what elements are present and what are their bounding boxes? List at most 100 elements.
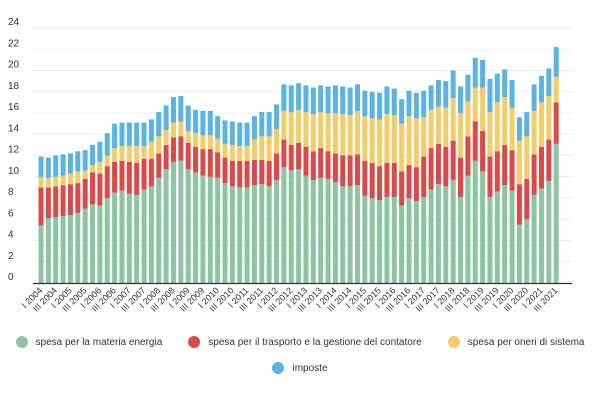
bar-segment-series-3 bbox=[288, 85, 294, 112]
bar-segment-series-3 bbox=[67, 153, 73, 174]
bar-segment-series-2 bbox=[391, 115, 397, 163]
legend-swatch-energia bbox=[15, 336, 28, 348]
bar-segment-series-1 bbox=[406, 165, 412, 198]
bar-segment-series-1 bbox=[288, 144, 294, 171]
y-tick-label: 16 bbox=[8, 102, 20, 113]
bar-segment-series-2 bbox=[509, 107, 515, 151]
bar-segment-series-1 bbox=[553, 102, 559, 144]
bar-segment-series-0 bbox=[421, 196, 427, 283]
bar-segment-series-3 bbox=[193, 109, 199, 134]
bar-segment-series-2 bbox=[546, 96, 552, 140]
bar-segment-series-2 bbox=[340, 114, 346, 156]
bar-segment-series-3 bbox=[141, 122, 147, 146]
legend-label: imposte bbox=[292, 362, 328, 374]
bar-segment-series-2 bbox=[200, 135, 206, 150]
bar-segment-series-1 bbox=[200, 149, 206, 176]
bar-segment-series-3 bbox=[340, 86, 346, 115]
bar-segment-series-3 bbox=[45, 157, 51, 178]
y-tick-label: 24 bbox=[8, 17, 20, 28]
bar-segment-series-0 bbox=[428, 189, 434, 283]
bar-segment-series-0 bbox=[509, 190, 515, 283]
bar-segment-series-1 bbox=[193, 147, 199, 173]
bar-segment-series-3 bbox=[148, 119, 154, 142]
y-tick-label: 2 bbox=[8, 251, 14, 262]
bar-segment-series-2 bbox=[266, 136, 272, 161]
bar-segment-series-3 bbox=[450, 70, 456, 99]
y-tick-label: 12 bbox=[8, 145, 20, 156]
bar-segment-series-3 bbox=[90, 144, 96, 166]
bar-segment-series-2 bbox=[207, 135, 213, 150]
bar-segment-series-0 bbox=[325, 178, 331, 283]
bar-segment-series-1 bbox=[516, 184, 522, 225]
bar-segment-series-3 bbox=[266, 111, 272, 137]
bar-segment-series-1 bbox=[163, 144, 169, 170]
bar-segment-series-2 bbox=[399, 123, 405, 172]
bar-segment-series-0 bbox=[546, 181, 552, 283]
bar-segment-series-3 bbox=[399, 99, 405, 124]
bar-segment-series-0 bbox=[538, 188, 544, 283]
legend-item-energia: spesa per la materia energia bbox=[15, 336, 162, 348]
bar-segment-series-1 bbox=[435, 143, 441, 185]
bar-segment-series-1 bbox=[369, 162, 375, 198]
bar-segment-series-2 bbox=[141, 145, 147, 159]
bar-segment-series-0 bbox=[377, 200, 383, 283]
bar-segment-series-0 bbox=[178, 160, 184, 283]
bar-segment-series-0 bbox=[332, 182, 338, 283]
bar-segment-series-3 bbox=[244, 122, 250, 146]
bar-segment-series-2 bbox=[67, 173, 73, 185]
bar-segment-series-3 bbox=[465, 74, 471, 102]
bar-segment-series-0 bbox=[502, 185, 508, 283]
bar-segment-series-3 bbox=[421, 90, 427, 118]
y-tick-label: 22 bbox=[8, 38, 20, 49]
bar-segment-series-3 bbox=[538, 75, 544, 103]
bar-segment-series-2 bbox=[90, 165, 96, 173]
bar-segment-series-1 bbox=[362, 160, 368, 196]
bar-segment-series-2 bbox=[185, 131, 191, 143]
bar-segment-series-0 bbox=[487, 196, 493, 283]
bar-segment-series-2 bbox=[163, 130, 169, 145]
bar-segment-series-3 bbox=[509, 80, 515, 108]
bar-segment-series-1 bbox=[229, 160, 235, 187]
bar-segment-series-3 bbox=[75, 151, 81, 172]
bar-segment-series-1 bbox=[170, 137, 176, 162]
bar-segment-series-0 bbox=[480, 171, 486, 283]
bar-segment-series-2 bbox=[303, 111, 309, 147]
bar-segment-series-0 bbox=[524, 219, 530, 283]
bar-segment-series-3 bbox=[207, 110, 213, 136]
bar-segment-series-2 bbox=[288, 111, 294, 145]
bar-segment-series-2 bbox=[112, 148, 118, 162]
legend-row-2: imposte bbox=[0, 362, 600, 374]
bar-segment-series-3 bbox=[362, 90, 368, 117]
bar-segment-series-0 bbox=[193, 172, 199, 283]
bar-segment-series-1 bbox=[82, 178, 88, 209]
bar-segment-series-1 bbox=[237, 160, 243, 188]
bar-segment-series-0 bbox=[148, 186, 154, 283]
bar-segment-series-0 bbox=[170, 161, 176, 283]
bar-segment-series-3 bbox=[60, 154, 66, 176]
bar-segment-series-2 bbox=[134, 145, 140, 163]
bar-segment-series-3 bbox=[443, 81, 449, 108]
bar-segment-series-2 bbox=[465, 101, 471, 137]
y-tick-label: 14 bbox=[8, 123, 20, 134]
bar-segment-series-2 bbox=[421, 117, 427, 157]
bar-segment-series-3 bbox=[502, 69, 508, 98]
bar-segment-series-1 bbox=[207, 149, 213, 177]
bar-segment-series-2 bbox=[384, 114, 390, 163]
bar-segment-series-1 bbox=[104, 166, 110, 198]
bar-segment-series-0 bbox=[237, 187, 243, 283]
bar-segment-series-0 bbox=[67, 215, 73, 283]
bar-segment-series-1 bbox=[421, 156, 427, 197]
bar-segment-series-1 bbox=[443, 147, 449, 187]
bar-segment-series-0 bbox=[406, 198, 412, 283]
bar-segment-series-3 bbox=[97, 141, 103, 162]
bar-segment-series-3 bbox=[472, 57, 478, 88]
bar-segment-series-1 bbox=[494, 151, 500, 192]
bar-segment-series-0 bbox=[229, 186, 235, 283]
y-tick-label: 8 bbox=[8, 187, 14, 198]
bar-segment-series-1 bbox=[97, 173, 103, 206]
bar-segment-series-3 bbox=[134, 122, 140, 146]
bar-segment-series-1 bbox=[112, 161, 118, 193]
bar-segment-series-0 bbox=[384, 196, 390, 283]
bars bbox=[38, 47, 559, 283]
bar-segment-series-1 bbox=[524, 178, 530, 220]
